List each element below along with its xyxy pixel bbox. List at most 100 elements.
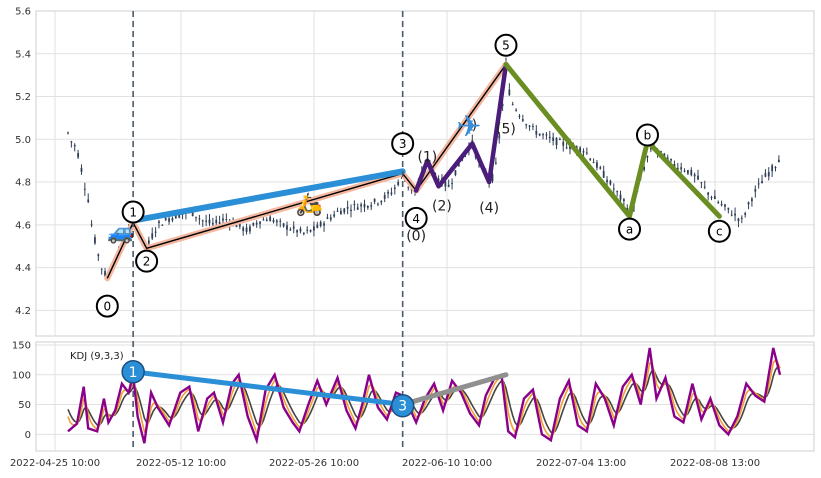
candle-body bbox=[626, 208, 629, 211]
kdj-label-circle bbox=[121, 360, 145, 384]
candle-body bbox=[592, 162, 595, 164]
candle-body bbox=[201, 220, 204, 222]
candle-body bbox=[215, 219, 218, 224]
candle-body bbox=[521, 119, 524, 121]
candle-body bbox=[582, 151, 585, 153]
candle-body bbox=[343, 208, 346, 213]
candle-body bbox=[751, 198, 753, 202]
sub-wave-label: (4) bbox=[479, 201, 499, 217]
airplane-icon: ✈ bbox=[456, 110, 481, 145]
candle-body bbox=[602, 170, 605, 178]
upper-y-tick-label: 5.0 bbox=[15, 135, 31, 146]
wave-label-circle bbox=[404, 206, 428, 230]
candle-body bbox=[218, 222, 221, 225]
wave-label-text: a bbox=[626, 223, 633, 237]
wave-label-text: 3 bbox=[399, 137, 407, 151]
candle-body bbox=[299, 228, 302, 232]
upper-y-tick-label: 4.8 bbox=[15, 178, 31, 189]
candle-body bbox=[761, 181, 763, 184]
wave-lines bbox=[104, 61, 722, 282]
candle-body bbox=[313, 226, 315, 231]
sub-wave-label: (0) bbox=[406, 229, 426, 245]
candle-body bbox=[171, 218, 174, 221]
sub-wave-line bbox=[413, 62, 509, 193]
impulse-a-inner-line bbox=[106, 172, 403, 279]
lower-y-tick-label: 0 bbox=[25, 430, 31, 441]
candle-body bbox=[737, 218, 740, 222]
kdj-label-text: 3 bbox=[398, 399, 407, 415]
candle-body bbox=[579, 147, 582, 153]
candle-body bbox=[437, 178, 440, 181]
candle-body bbox=[255, 222, 258, 225]
candle-body bbox=[538, 133, 541, 136]
candle-body bbox=[161, 224, 164, 226]
candle-body bbox=[100, 268, 103, 270]
candle-body bbox=[565, 147, 568, 149]
candle-body bbox=[329, 217, 332, 220]
dashed-vertical-lines bbox=[132, 11, 404, 451]
candle-body bbox=[680, 167, 683, 170]
candle-body bbox=[727, 207, 730, 210]
x-tick-label: 2022-04-25 10:00 bbox=[10, 458, 100, 469]
candle-body bbox=[319, 221, 322, 226]
candle-body bbox=[707, 192, 710, 195]
candle-body bbox=[259, 221, 261, 224]
candle-body bbox=[454, 170, 457, 176]
candle-body bbox=[643, 167, 646, 170]
candle-body bbox=[693, 174, 696, 177]
candle-body bbox=[757, 183, 760, 185]
candle-body bbox=[724, 204, 726, 207]
candle-body bbox=[508, 89, 511, 96]
candle-body bbox=[518, 115, 521, 117]
wave-label-circle bbox=[618, 217, 642, 241]
candle-body bbox=[242, 227, 245, 232]
x-tick-label: 2022-07-04 13:00 bbox=[536, 458, 626, 469]
candle-body bbox=[164, 217, 167, 221]
candle-body bbox=[360, 204, 363, 207]
x-tick-label: 2022-05-12 10:00 bbox=[136, 458, 226, 469]
upper-panel-border bbox=[35, 10, 815, 337]
upper-y-tick-label: 5.2 bbox=[15, 92, 31, 103]
candle-body bbox=[491, 173, 494, 182]
candle-body bbox=[589, 158, 592, 160]
wave-label-circle bbox=[135, 249, 159, 273]
candle-body bbox=[771, 165, 774, 172]
candle-body bbox=[296, 230, 298, 233]
candle-body bbox=[555, 137, 558, 146]
candle-body bbox=[660, 151, 662, 153]
candle-body bbox=[350, 209, 352, 212]
candle-body bbox=[545, 134, 548, 136]
candle-body bbox=[211, 222, 214, 225]
candle-body bbox=[272, 220, 275, 222]
candle-body bbox=[767, 172, 770, 177]
candle-body bbox=[734, 213, 736, 216]
candle-body bbox=[676, 167, 679, 170]
lower-y-tick-label: 100 bbox=[12, 370, 31, 381]
upper-y-tick-label: 4.2 bbox=[15, 306, 31, 317]
candle-body bbox=[596, 162, 598, 168]
candle-body bbox=[501, 104, 504, 107]
candle-body bbox=[339, 210, 342, 215]
wave-label-text: c bbox=[716, 225, 723, 239]
car-icon: 🚙 bbox=[107, 220, 134, 245]
lower-y-tick-label: 50 bbox=[18, 400, 31, 411]
sub-wave-label: (1) bbox=[417, 149, 437, 165]
wave-label-text: 4 bbox=[412, 212, 420, 226]
kdj-trendlines: 13 bbox=[121, 360, 509, 418]
candle-body bbox=[70, 141, 73, 143]
candle-body bbox=[67, 132, 69, 134]
candle-body bbox=[444, 181, 447, 187]
candle-body bbox=[104, 271, 106, 276]
candle-body bbox=[609, 180, 612, 185]
candle-body bbox=[616, 191, 619, 193]
upper-y-tick-label: 5.4 bbox=[15, 49, 31, 60]
candle-body bbox=[265, 219, 268, 222]
wave-label-text: 5 bbox=[502, 39, 510, 53]
candle-body bbox=[235, 224, 238, 228]
k-trend bbox=[130, 369, 406, 408]
candle-body bbox=[447, 184, 450, 187]
candle-body bbox=[205, 220, 208, 222]
candle-body bbox=[87, 199, 90, 202]
kdj-j-line bbox=[67, 347, 782, 445]
candle-body bbox=[690, 170, 693, 176]
